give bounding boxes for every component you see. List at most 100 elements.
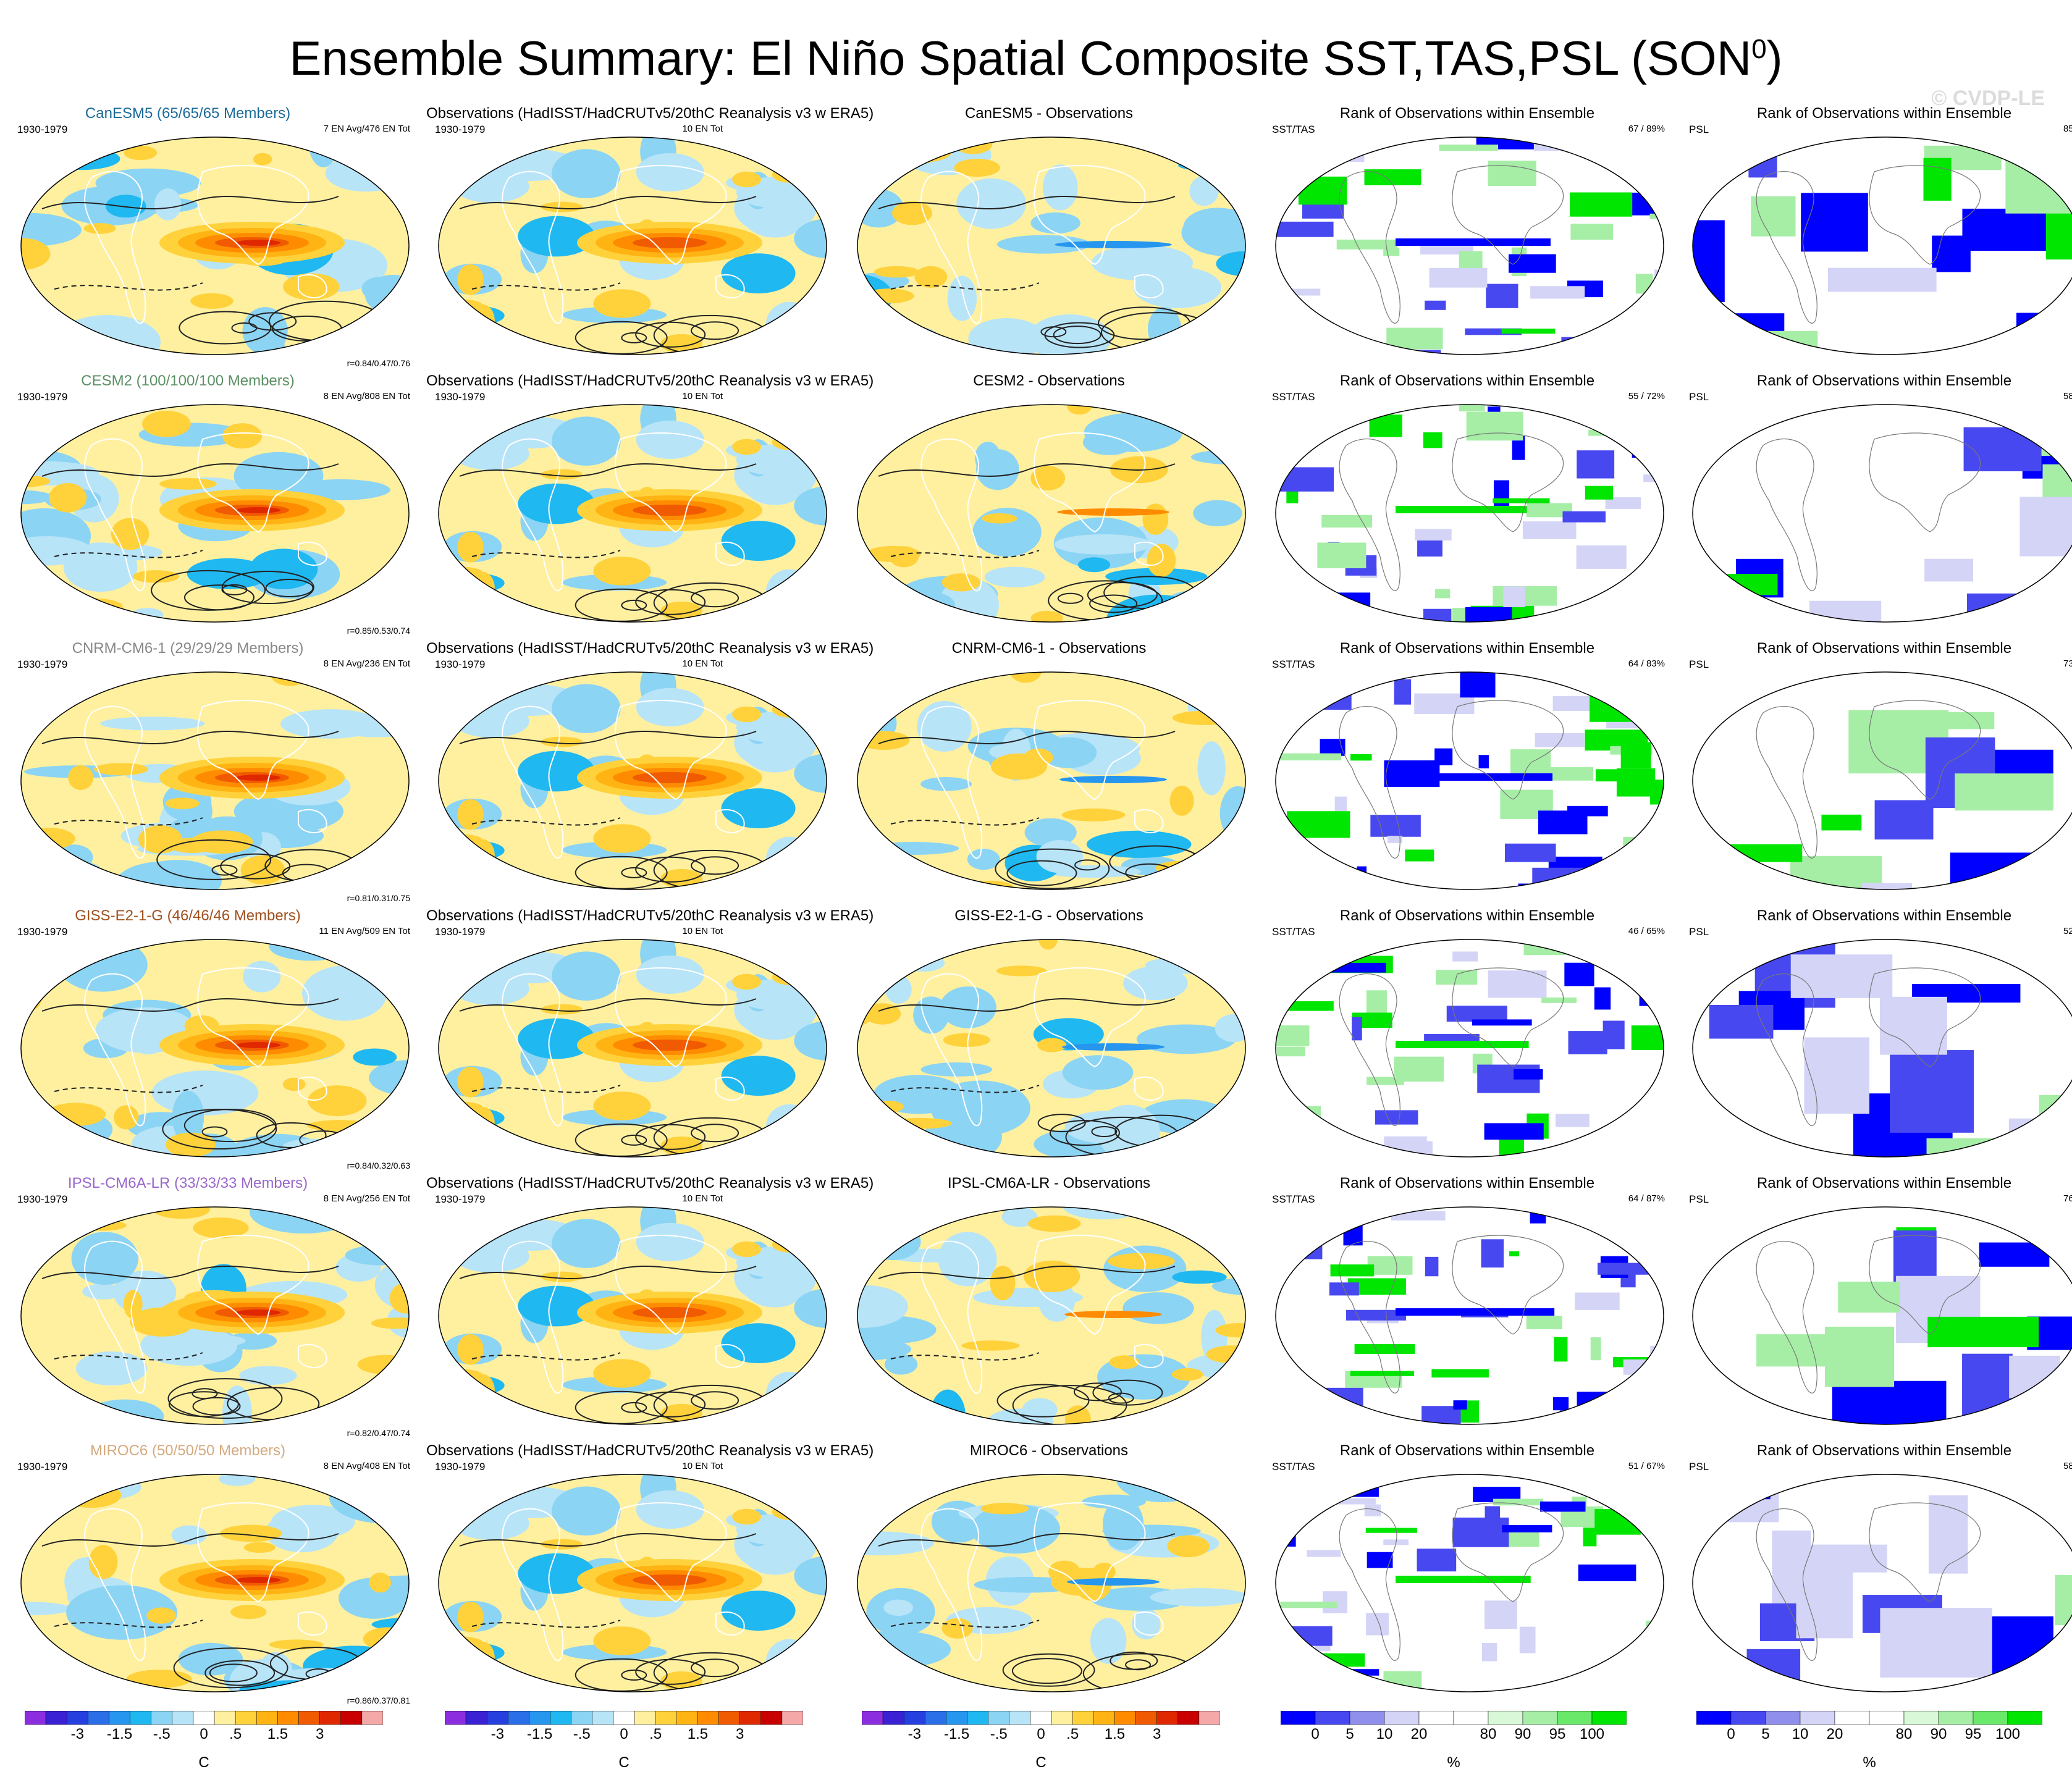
psl-rank-patch [2055, 1575, 2072, 1626]
coastline [1756, 1235, 1981, 1393]
cool-anomaly-patch [475, 137, 565, 149]
sst-rank-patch [1641, 885, 1664, 889]
psl-rank-patch [1998, 889, 2038, 892]
cool-anomaly-patch [47, 1478, 80, 1495]
slp-contour [635, 321, 706, 348]
colorbar-swatch [925, 1711, 946, 1725]
slp-contour [575, 1123, 668, 1157]
psl-rank-patch [1982, 1645, 2072, 1692]
slp-contour [621, 867, 647, 878]
sst-rank-patch [1370, 815, 1421, 837]
cool-anomaly-patch [636, 1490, 704, 1529]
psl-rank-patch [2047, 612, 2072, 622]
panel-period-label: 1930-1979 [435, 658, 486, 670]
sst-rank-patch [1354, 1343, 1415, 1354]
colorbar-tick-label: -3 [908, 1726, 921, 1742]
slp-contour [635, 1391, 706, 1418]
sst-rank-patch [1336, 239, 1398, 250]
colorbar-swatch [1051, 1711, 1073, 1725]
colorbar-tick-label: 3 [1152, 1726, 1161, 1742]
cool-anomaly-patch [234, 452, 324, 500]
warm-anomaly-patch [1169, 786, 1194, 816]
panel-diff: CESM2 - Observations [845, 372, 1253, 638]
colorbar-tick-label: 1.5 [687, 1726, 709, 1742]
psl-rank-patch [1861, 883, 1913, 889]
colorbar-swatch [277, 1711, 299, 1725]
panel-title: CESM2 (100/100/100 Members) [81, 372, 295, 389]
cool-anomaly-patch [503, 604, 539, 622]
colorbar-model: -3 -1.5 -.5 0 .5 1.5 3 C [25, 1711, 383, 1779]
panel-info: 8 EN Avg/256 EN Tot [323, 1193, 410, 1204]
slp-contour-negative [890, 1085, 1040, 1093]
warm-anomaly-patch [732, 1508, 761, 1525]
equatorial-rank-band [1396, 1308, 1555, 1316]
map-border [1275, 1206, 1664, 1425]
warm-anomaly-patch [660, 334, 702, 353]
cool-anomaly-patch [171, 1525, 208, 1545]
map-obs [438, 404, 827, 623]
sst-rank-patch [1276, 1001, 1334, 1011]
sst-rank-patch [1364, 1686, 1405, 1692]
map-border [857, 404, 1246, 623]
slp-contour [575, 1658, 668, 1692]
coastline [502, 700, 745, 859]
panel-title: Rank of Observations within Ensemble [1339, 1442, 1595, 1459]
cool-anomaly-patch [552, 1486, 621, 1536]
sst-rank-patch [1367, 1256, 1413, 1275]
cool-anomaly-patch [1122, 1292, 1194, 1324]
cool-anomaly-patch [1078, 557, 1111, 573]
cool-anomaly-patch [28, 859, 103, 885]
slp-contour [995, 848, 1110, 889]
psl-rank-patch [1825, 1326, 1895, 1387]
slp-contour [878, 731, 1176, 744]
warm-tongue [633, 505, 707, 516]
warm-anomaly-patch [541, 469, 583, 480]
colorbar-swatch [1557, 1711, 1593, 1725]
cool-anomaly-patch [105, 195, 146, 218]
colorbar-swatch [718, 1711, 740, 1725]
sst-rank-patch [1635, 274, 1653, 294]
map-border [1275, 404, 1664, 623]
psl-rank-patch [1921, 712, 1995, 729]
slp-contour [1011, 1658, 1082, 1684]
cool-anomaly-patch [902, 954, 945, 972]
cool-anomaly-patch [503, 1406, 539, 1424]
colorbar-swatch [88, 1711, 109, 1725]
warm-anomaly-patch [990, 1266, 1016, 1301]
warm-anomaly-patch [593, 557, 651, 586]
colorbar-swatch [781, 1711, 803, 1725]
slp-contour [878, 1533, 1176, 1547]
colorbar-tick-label: 100 [1579, 1726, 1605, 1742]
panel-period-label: PSL [1689, 391, 1709, 403]
panel-title: CNRM-CM6-1 (29/29/29 Members) [72, 640, 304, 657]
cool-anomaly-patch [518, 1285, 595, 1327]
warm-anomaly-patch [230, 1605, 267, 1620]
map-border [1692, 137, 2072, 355]
slp-contour-negative [890, 1352, 1040, 1361]
colorbar-tick-label: 90 [1514, 1726, 1531, 1742]
panel-title: Observations (HadISST/HadCRUTv5/20thC Re… [426, 640, 874, 657]
warm-anomaly-patch [541, 736, 583, 747]
panel-obs: Observations (HadISST/HadCRUTv5/20thC Re… [426, 372, 874, 638]
warm-anomaly-patch [269, 1639, 324, 1650]
warm-anomaly-patch [1142, 503, 1169, 535]
colorbar-tick-label: 100 [1995, 1726, 2021, 1742]
map-border [438, 939, 827, 1158]
warm-anomaly-patch [732, 706, 761, 723]
warm-anomaly-patch [457, 1067, 484, 1098]
slp-contour [878, 463, 1176, 477]
panel-title: Observations (HadISST/HadCRUTv5/20thC Re… [426, 1442, 874, 1459]
cool-anomaly-patch [329, 873, 409, 889]
psl-rank-patch [2010, 609, 2063, 622]
colorbar-swatch [1349, 1711, 1385, 1725]
panel-period-label: 1930-1979 [435, 1461, 486, 1473]
sst-rank-patch [1631, 1025, 1664, 1051]
cool-anomaly-patch [857, 1531, 934, 1556]
colorbar-swatch [465, 1711, 487, 1725]
slp-contour-negative [890, 550, 1040, 558]
coastline [920, 967, 1164, 1127]
panel-rank-sst: Rank of Observations within Ensemble SST/… [1263, 1442, 1671, 1708]
warm-core [236, 507, 280, 513]
cool-anomaly-patch [988, 1408, 1054, 1424]
warm-anomaly-patch [1179, 1474, 1245, 1478]
